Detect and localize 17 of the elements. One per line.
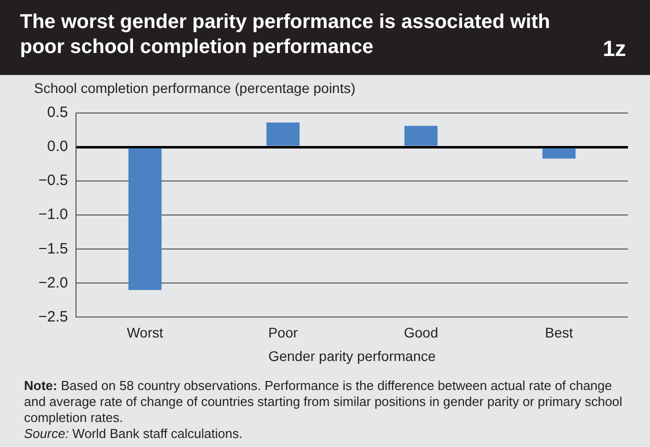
x-tick-label: Good — [404, 324, 438, 340]
x-tick-label: Poor — [268, 324, 298, 340]
x-tick-label: Worst — [126, 324, 164, 340]
x-tick-label: Best — [544, 324, 574, 340]
y-tick-label: 0.5 — [47, 104, 68, 122]
y-tick-label: 0.0 — [47, 138, 68, 156]
y-tick-label: −1.0 — [38, 206, 68, 224]
text: Note: Based on 58 country observations. Performance is the difference between actual rate of change and average rate of change of countries starting from similar positions in gender parity or primary school completion rates. — [24, 378, 622, 425]
source-note: Source: World Bank staff calculations. — [24, 426, 242, 441]
y-axis-title: School completion performance (percentage points) — [34, 80, 356, 96]
chart-subtitle: 1z — [602, 36, 626, 62]
y-tick-label: −2.0 — [38, 274, 68, 292]
y-tick-label: −0.5 — [38, 172, 68, 190]
y-tick-label: −2.5 — [38, 308, 68, 326]
x-axis-title: Gender parity performance — [267, 348, 437, 364]
chart-title: The worst gender parity performance is associated with poor school completion performance — [20, 10, 552, 60]
y-tick-label: −1.5 — [38, 240, 68, 258]
